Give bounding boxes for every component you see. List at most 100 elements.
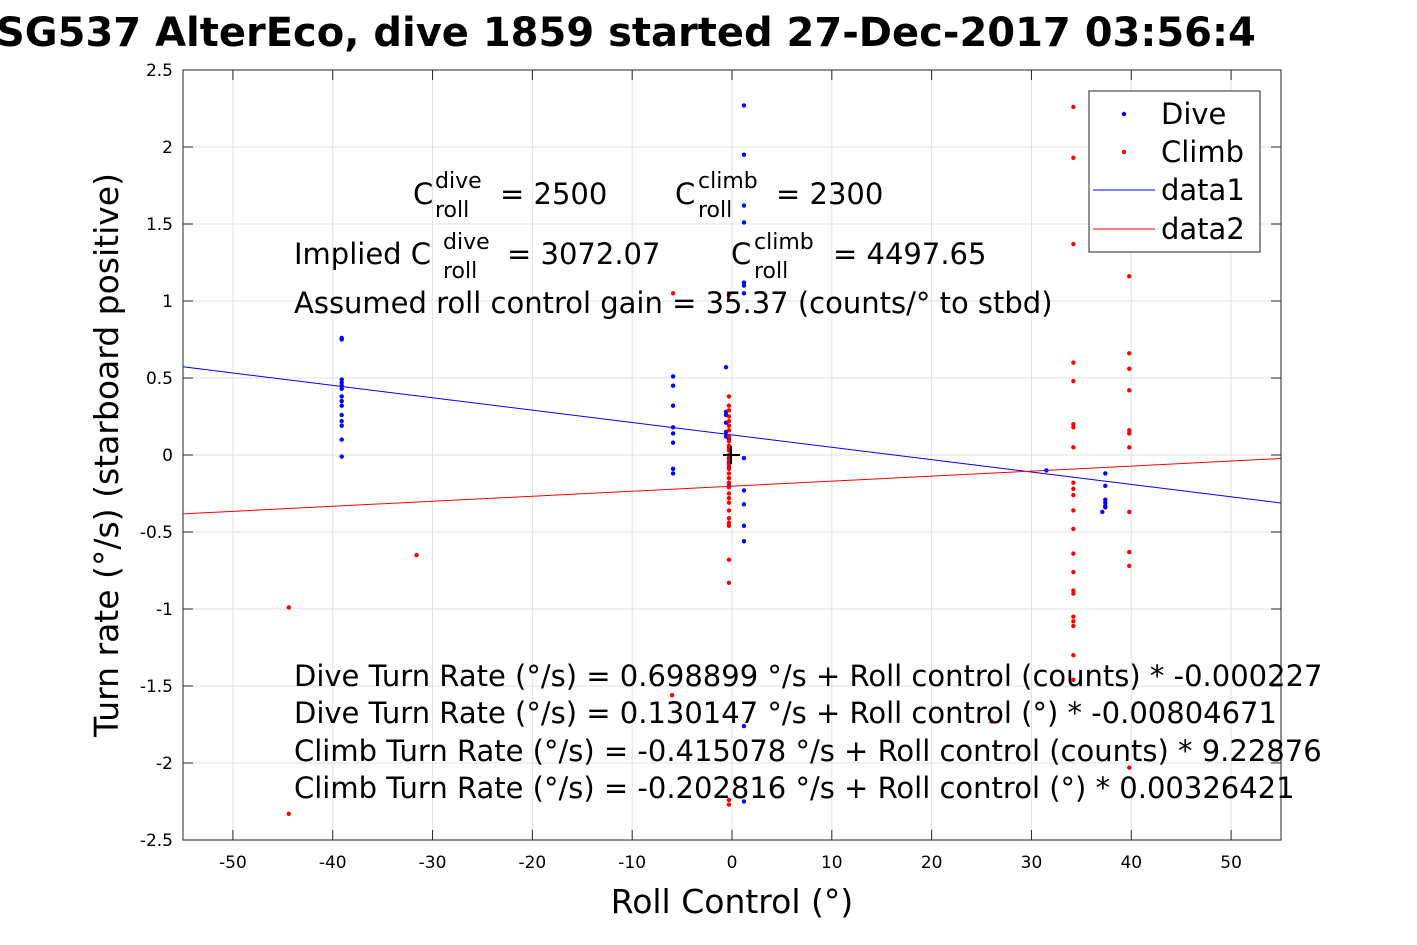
- climb-point: [726, 438, 732, 444]
- legend-marker-dive: [1121, 111, 1127, 117]
- implied-dive-value: = 3072.07: [507, 237, 660, 271]
- climb-point: [726, 491, 732, 496]
- climb-point: [726, 580, 732, 586]
- x-tick-label: -40: [319, 853, 347, 873]
- climb-point: [1071, 492, 1076, 498]
- climb-point: [726, 495, 732, 501]
- dive-point: [670, 431, 676, 436]
- y-tick-label: 0.5: [146, 369, 173, 389]
- c-climb-main: C: [675, 177, 695, 211]
- climb-point: [726, 500, 732, 505]
- dive-point: [1103, 505, 1108, 510]
- c-climb-sup: climb: [698, 169, 758, 194]
- annotations: C dive roll = 2500 C climb roll = 2300 I…: [294, 169, 1322, 805]
- gain-annotation: Assumed roll control gain = 35.37 (count…: [294, 286, 1053, 320]
- climb-point: [1071, 241, 1076, 247]
- dive-point: [339, 386, 344, 391]
- y-tick-label: -1.5: [140, 677, 173, 697]
- legend-label-climb: Climb: [1161, 135, 1244, 169]
- climb-point: [1127, 509, 1132, 515]
- x-axis-label: Roll Control (°): [611, 882, 854, 921]
- climb-point: [669, 693, 675, 698]
- y-axis-label: Turn rate (°/s) (starboard positive): [87, 173, 126, 738]
- dive-point: [723, 365, 729, 370]
- climb-point: [1127, 388, 1132, 393]
- x-tick-label: 30: [1021, 853, 1043, 873]
- dive-point: [741, 799, 747, 804]
- climb-point: [1071, 619, 1076, 624]
- x-tick-label: 40: [1120, 853, 1142, 873]
- climb-point: [989, 719, 994, 724]
- climb-point: [1127, 274, 1132, 279]
- dive-point: [741, 203, 747, 208]
- climb-point: [1071, 508, 1076, 513]
- dive-point: [741, 220, 747, 225]
- climb-point: [1071, 677, 1076, 683]
- implied-prefix: Implied C: [294, 237, 431, 271]
- climb-point: [1127, 351, 1132, 356]
- climb-point: [286, 605, 292, 610]
- dive-point: [1103, 483, 1108, 488]
- climb-point: [1071, 588, 1076, 593]
- climb-point: [726, 418, 732, 424]
- y-tick-label: 1: [162, 292, 173, 312]
- fit-annotation-3: Climb Turn Rate (°/s) = -0.415078 °/s + …: [294, 734, 1322, 768]
- climb-point: [1071, 591, 1076, 596]
- climb-point: [726, 423, 732, 428]
- climb-point: [1071, 486, 1076, 492]
- climb-point: [726, 434, 732, 439]
- climb-point: [726, 480, 732, 485]
- dive-point: [741, 280, 747, 285]
- x-tick-label: 50: [1220, 853, 1242, 873]
- data-points: [286, 103, 1132, 817]
- c-climb-value: = 2300: [776, 177, 883, 211]
- dive-point: [741, 103, 747, 108]
- climb-point: [726, 485, 732, 490]
- climb-point: [726, 403, 732, 408]
- climb-point: [286, 811, 292, 817]
- climb-point: [726, 523, 732, 529]
- climb-point: [1071, 623, 1076, 629]
- climb-point: [726, 515, 732, 521]
- climb-point: [1127, 428, 1132, 433]
- c-climb-sub: roll: [698, 198, 732, 223]
- climb-point: [1071, 480, 1076, 485]
- x-tick-label: 0: [727, 853, 738, 873]
- dive-point: [339, 403, 344, 408]
- dive-point: [741, 539, 747, 544]
- y-tick-label: 1.5: [146, 215, 173, 235]
- dive-point: [339, 394, 344, 399]
- dive-point: [670, 403, 676, 408]
- dive-point: [339, 412, 344, 418]
- climb-point: [414, 552, 419, 558]
- climb-point: [1071, 360, 1076, 365]
- dive-point: [339, 377, 344, 382]
- x-tick-label: -20: [518, 853, 546, 873]
- climb-point: [726, 802, 732, 807]
- dive-point: [741, 488, 747, 493]
- climb-point: [726, 414, 732, 419]
- climb-point: [726, 797, 732, 803]
- fit-line-data2: [182, 458, 1282, 515]
- dive-point: [741, 523, 747, 529]
- dive-point: [339, 337, 344, 342]
- c-dive-value: = 2500: [500, 177, 607, 211]
- climb-point: [1071, 653, 1076, 658]
- legend-label-data1: data1: [1161, 173, 1245, 207]
- implied-climb-main: C: [731, 237, 751, 271]
- y-tick-label: 0: [162, 446, 173, 466]
- dive-point: [741, 291, 747, 296]
- legend-label-dive: Dive: [1161, 97, 1226, 131]
- dive-point: [741, 283, 747, 288]
- dive-point: [339, 423, 344, 428]
- climb-point: [1127, 366, 1132, 371]
- fit-lines: [182, 366, 1282, 515]
- climb-point: [726, 408, 732, 413]
- dive-point: [741, 152, 747, 157]
- y-tick-label: -0.5: [140, 523, 173, 543]
- c-dive-main: C: [413, 177, 433, 211]
- climb-point: [1071, 104, 1076, 110]
- climb-point: [1071, 614, 1076, 619]
- climb-point: [1071, 526, 1076, 532]
